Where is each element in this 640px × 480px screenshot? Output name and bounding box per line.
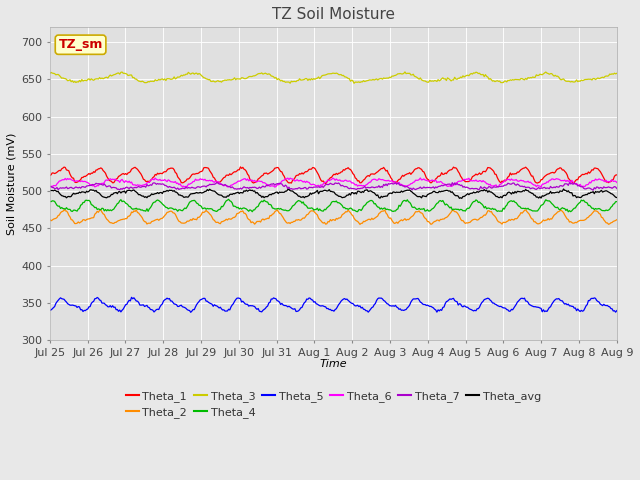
Title: TZ Soil Moisture: TZ Soil Moisture [272, 7, 395, 22]
X-axis label: Time: Time [319, 359, 347, 369]
Text: TZ_sm: TZ_sm [58, 38, 103, 51]
Legend: Theta_1, Theta_2, Theta_3, Theta_4, Theta_5, Theta_6, Theta_7, Theta_avg: Theta_1, Theta_2, Theta_3, Theta_4, Thet… [122, 386, 545, 422]
Y-axis label: Soil Moisture (mV): Soil Moisture (mV) [7, 132, 17, 235]
